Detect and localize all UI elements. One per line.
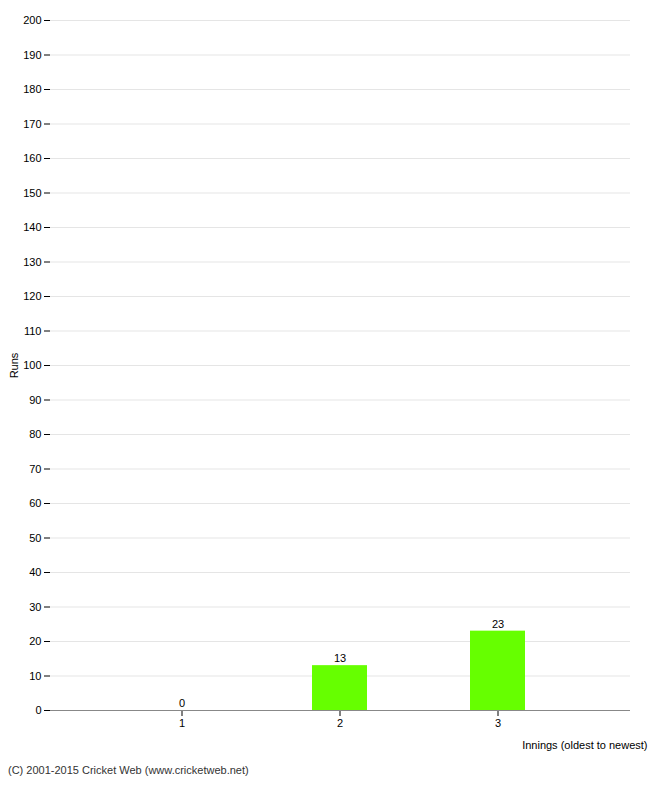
svg-text:190: 190	[23, 49, 41, 61]
svg-text:200: 200	[23, 14, 41, 26]
svg-text:30: 30	[29, 601, 41, 613]
svg-text:23: 23	[492, 618, 504, 630]
svg-text:90: 90	[29, 394, 41, 406]
svg-text:170: 170	[23, 118, 41, 130]
svg-text:50: 50	[29, 532, 41, 544]
svg-text:Innings (oldest to newest): Innings (oldest to newest)	[522, 739, 647, 751]
svg-text:40: 40	[29, 566, 41, 578]
svg-text:20: 20	[29, 635, 41, 647]
svg-text:110: 110	[24, 325, 42, 337]
svg-text:130: 130	[23, 256, 41, 268]
svg-text:1: 1	[179, 717, 185, 729]
svg-text:70: 70	[29, 463, 41, 475]
svg-text:100: 100	[23, 359, 41, 371]
svg-text:0: 0	[179, 697, 185, 709]
svg-text:2: 2	[337, 717, 343, 729]
svg-text:13: 13	[334, 652, 346, 664]
svg-text:80: 80	[29, 428, 41, 440]
svg-text:140: 140	[23, 221, 41, 233]
svg-text:10: 10	[29, 670, 41, 682]
svg-text:160: 160	[23, 152, 41, 164]
svg-text:0: 0	[35, 704, 41, 716]
svg-text:150: 150	[23, 187, 41, 199]
svg-text:Runs: Runs	[8, 352, 20, 378]
svg-text:60: 60	[29, 497, 41, 509]
svg-text:180: 180	[23, 83, 41, 95]
html-text:(C) 2001-2015 Cricket Web (www: (C) 2001-2015 Cricket Web (www.cricketwe…	[8, 764, 249, 776]
svg-text:3: 3	[495, 717, 501, 729]
svg-text:120: 120	[23, 290, 41, 302]
